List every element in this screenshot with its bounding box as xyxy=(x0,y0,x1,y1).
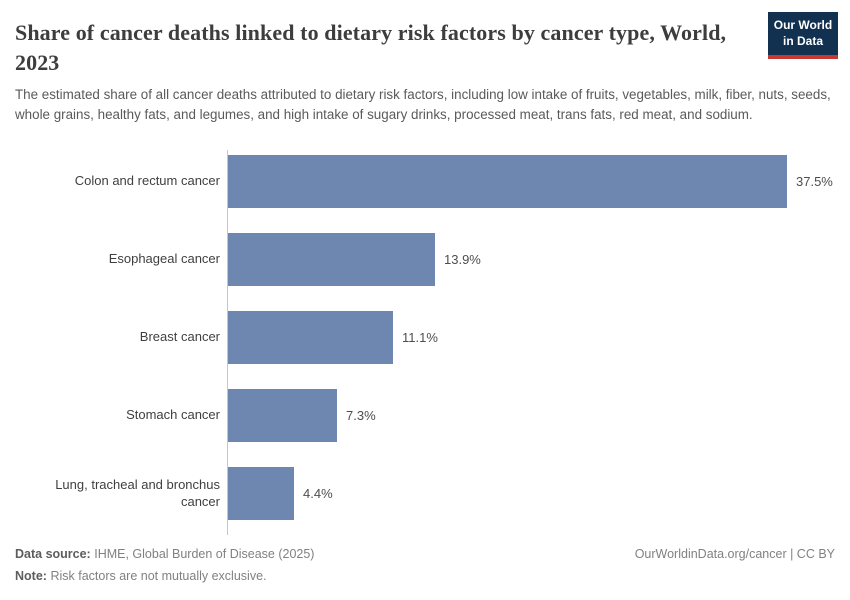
note-value: Risk factors are not mutually exclusive. xyxy=(50,568,267,583)
owid-logo-text-line1: Our World xyxy=(773,18,833,32)
chart-footer: Data source: IHME, Global Burden of Dise… xyxy=(15,544,835,587)
bar-row: Colon and rectum cancer 37.5% xyxy=(15,155,835,208)
footer-notes: Data source: IHME, Global Burden of Dise… xyxy=(15,544,314,587)
bar[interactable] xyxy=(228,467,294,520)
chart-title: Share of cancer deaths linked to dietary… xyxy=(15,20,727,75)
category-label: Esophageal cancer xyxy=(108,251,220,267)
owid-logo-text-line2: in Data xyxy=(782,33,823,48)
chart-subtitle: The estimated share of all cancer deaths… xyxy=(15,86,831,122)
value-label: 37.5% xyxy=(796,174,833,189)
category-label: Breast cancer xyxy=(139,329,220,345)
bar[interactable] xyxy=(228,233,435,286)
category-label: Stomach cancer xyxy=(126,407,220,423)
category-label: Lung, tracheal and bronchus cancer xyxy=(55,477,220,509)
bar[interactable] xyxy=(228,155,787,208)
bar-rows: Colon and rectum cancer 37.5% Esophageal c… xyxy=(15,155,835,520)
data-source-value: IHME, Global Burden of Disease (2025) xyxy=(94,547,315,561)
bar-zone: 13.9% xyxy=(228,233,835,286)
note-line: Note: Risk factors are not mutually excl… xyxy=(15,566,314,588)
value-label: 4.4% xyxy=(303,486,333,501)
note-label: Note: xyxy=(15,568,47,583)
bar-row: Stomach cancer 7.3% xyxy=(15,389,835,442)
bar[interactable] xyxy=(228,389,337,442)
owid-logo: Our World in Data xyxy=(768,12,838,59)
chart-header: Share of cancer deaths linked to dietary… xyxy=(15,12,838,124)
value-label: 7.3% xyxy=(346,408,376,423)
credit-link[interactable]: OurWorldinData.org/cancer | CC BY xyxy=(634,547,835,561)
y-axis-line xyxy=(227,150,228,535)
bar-row: Lung, tracheal and bronchus cancer 4.4% xyxy=(15,467,835,520)
bar-zone: 37.5% xyxy=(228,155,835,208)
value-label: 13.9% xyxy=(444,252,481,267)
bar-chart: Colon and rectum cancer 37.5% Esophageal c… xyxy=(15,150,835,535)
bar-zone: 7.3% xyxy=(228,389,835,442)
bar[interactable] xyxy=(228,311,393,364)
bar-zone: 11.1% xyxy=(228,311,835,364)
data-source-label: Data source: xyxy=(15,547,91,561)
value-label: 11.1% xyxy=(402,330,438,345)
bar-zone: 4.4% xyxy=(228,467,835,520)
bar-row: Esophageal cancer 13.9% xyxy=(15,233,835,286)
category-label: Colon and rectum cancer xyxy=(74,173,220,189)
data-source-line: Data source: IHME, Global Burden of Dise… xyxy=(15,544,314,566)
bar-row: Breast cancer 11.1% xyxy=(15,311,835,364)
